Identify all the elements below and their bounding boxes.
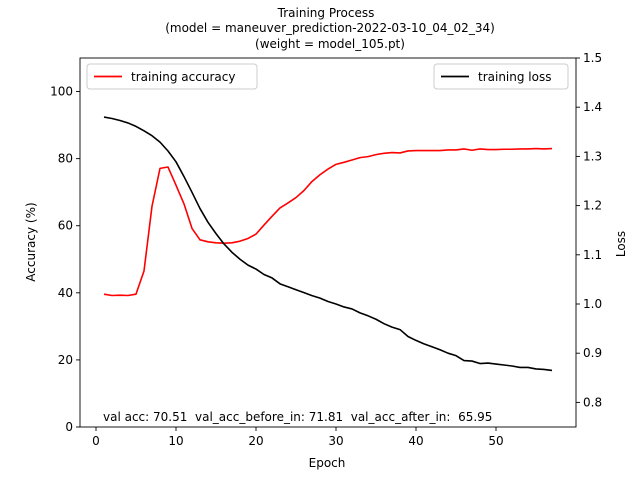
legend-loss-box	[433, 63, 569, 90]
plot-area: 0 10 20 30 40 50 0 20 40 60 80 100 0.8 0.9 1.0 1.1 1.2 1.…	[50, 51, 602, 448]
y-right-tick-label: 0.8	[583, 395, 602, 409]
chart-title-line-2: (model = maneuver_prediction-2022-03-10_…	[165, 21, 495, 35]
y-right-tick-label: 1.5	[583, 51, 602, 65]
legend-loss-label: training loss	[478, 70, 551, 84]
y-right-tick-label: 1.4	[583, 100, 602, 114]
y-left-tick-label: 40	[58, 286, 73, 300]
chart-title-line-1: Training Process	[277, 6, 375, 20]
legend-accuracy-label: training accuracy	[131, 70, 235, 84]
y-axis-left-label: Accuracy (%)	[24, 202, 38, 281]
y-right-tick-label: 1.2	[583, 199, 602, 213]
x-tick-label: 0	[92, 434, 100, 448]
x-tick-label: 40	[408, 434, 423, 448]
y-left-tick-label: 80	[58, 152, 73, 166]
y-left-tick-label: 0	[65, 420, 73, 434]
y-left-tick-label: 60	[58, 219, 73, 233]
x-tick-label: 20	[248, 434, 263, 448]
legend-loss: training loss	[433, 63, 569, 90]
y-right-tick-label: 0.9	[583, 346, 602, 360]
x-tick-label: 10	[168, 434, 183, 448]
legend-accuracy-box	[86, 63, 258, 90]
y-left-tick-label: 20	[58, 353, 73, 367]
training-accuracy-line	[103, 147, 553, 297]
x-tick-label: 30	[328, 434, 343, 448]
training-loss-line	[103, 116, 553, 372]
y-right-tick-label: 1.3	[583, 149, 602, 163]
y-right-tick-label: 1.0	[583, 297, 602, 311]
chart-title-line-3: (weight = model_105.pt)	[255, 37, 405, 51]
y-left-tick-label: 100	[50, 85, 73, 99]
x-tick-label: 50	[488, 434, 503, 448]
x-axis-label: Epoch	[309, 456, 346, 470]
y-axis-right-label: Loss	[614, 231, 628, 257]
plot-frame	[79, 57, 577, 428]
validation-annotation: val acc: 70.51 val_acc_before_in: 71.81 …	[103, 410, 492, 424]
legend-accuracy: training accuracy	[86, 63, 258, 90]
y-right-tick-label: 1.1	[583, 248, 602, 262]
